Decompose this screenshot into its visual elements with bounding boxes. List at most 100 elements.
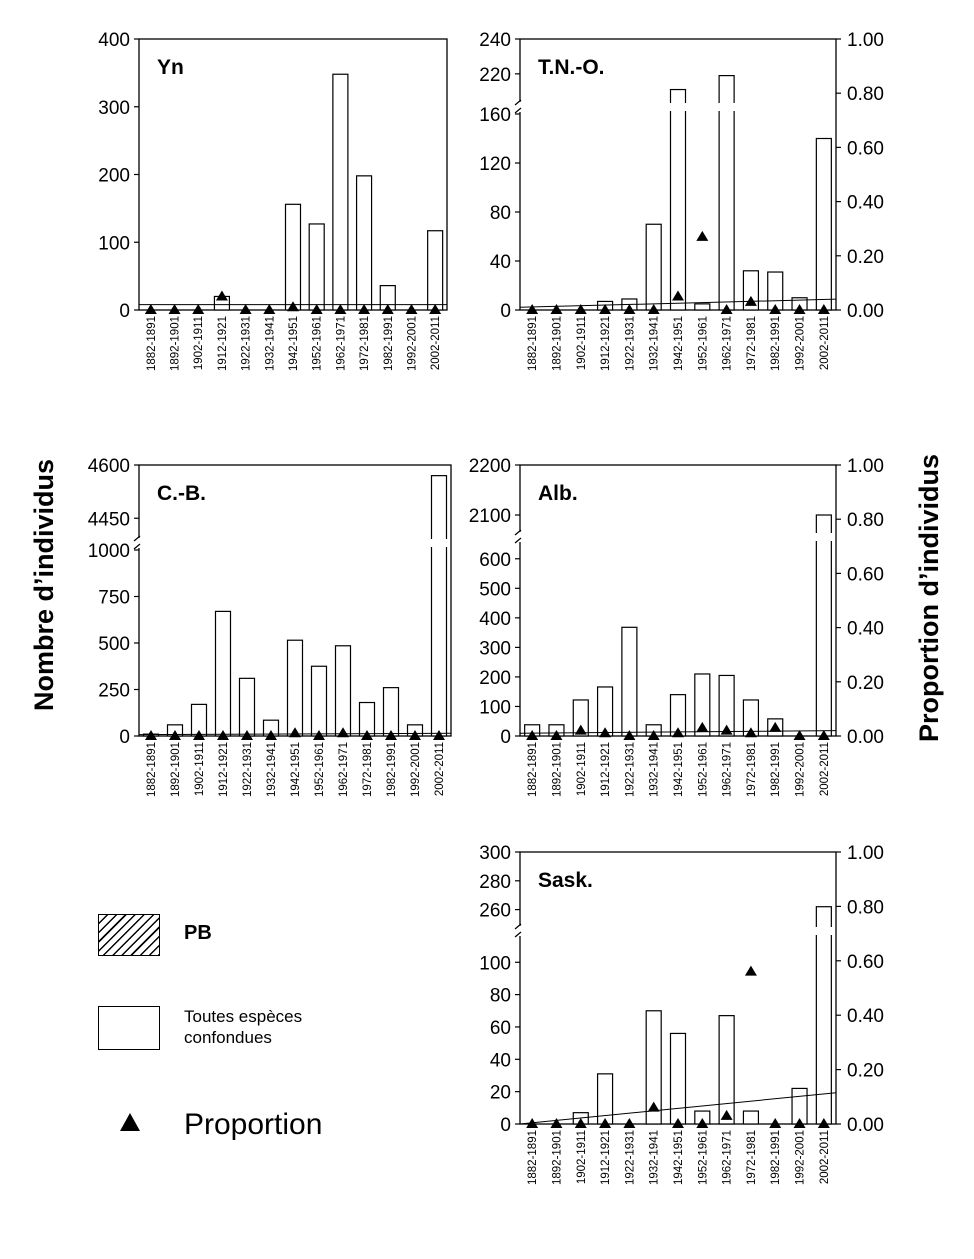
bar — [286, 639, 304, 737]
right-tick-label: 0.80 — [847, 84, 884, 105]
x-tick-label: 1882-1891 — [146, 316, 158, 371]
x-tick-label: 1922-1931 — [624, 1130, 636, 1185]
chart-panel-3: C.-B. 0 250 500 750 1000 4450 4600 1882-1891 1892… — [88, 456, 452, 797]
y-tick-label: 240 — [479, 30, 511, 51]
bar — [572, 699, 589, 737]
axis-break-mark — [514, 529, 522, 544]
proportion-marker — [574, 724, 587, 735]
y-tick-label: 80 — [490, 986, 511, 1007]
bar — [645, 1010, 662, 1125]
proportion-marker — [744, 727, 757, 738]
x-tick-label: 1932-1941 — [649, 742, 661, 797]
right-tick-label: 1.00 — [847, 30, 884, 51]
panel-title: C.-B. — [157, 482, 206, 505]
proportion-marker — [696, 721, 709, 732]
proportion-marker — [433, 730, 445, 740]
proportion-marker — [215, 290, 228, 301]
proportion-marker — [241, 730, 253, 740]
proportion-marker — [720, 304, 733, 314]
x-tick-label: 1992-2001 — [795, 316, 807, 371]
proportion-marker — [623, 304, 636, 314]
x-tick-label: 1962-1971 — [722, 742, 734, 797]
bar — [427, 230, 444, 311]
bar — [284, 203, 302, 311]
x-tick-label: 1922-1931 — [242, 742, 254, 797]
proportion-marker — [623, 1118, 636, 1128]
proportion-marker — [769, 1118, 782, 1128]
bar-break-gap — [669, 103, 687, 111]
proportion-marker — [193, 730, 205, 740]
bar — [214, 610, 232, 737]
right-tick-label: 0.80 — [847, 510, 884, 531]
x-tick-label: 1942-1951 — [288, 316, 300, 371]
bar-break-gap — [815, 927, 833, 935]
x-tick-label: 1882-1891 — [146, 742, 158, 797]
x-tick-label: 1942-1951 — [673, 1130, 685, 1185]
proportion-marker — [696, 1118, 709, 1128]
proportion-marker — [405, 304, 418, 314]
bar — [332, 73, 349, 311]
proportion-marker — [381, 304, 394, 314]
right-tick-label: 0.40 — [847, 619, 884, 640]
y-tick-label: 0 — [500, 301, 511, 322]
legend-proportion-label: Proportion — [184, 1108, 323, 1141]
proportion-marker — [144, 304, 157, 314]
y-tick-label: 160 — [479, 105, 511, 126]
x-tick-label: 1992-2001 — [795, 1130, 807, 1185]
y-tick-label: 0 — [500, 727, 511, 748]
bar — [815, 137, 832, 311]
x-tick-label: 1892-1901 — [551, 1130, 563, 1185]
proportion-marker — [599, 727, 612, 738]
x-tick-label: 1902-1911 — [576, 742, 588, 796]
proportion-marker — [720, 724, 733, 735]
bar — [310, 665, 328, 737]
x-tick-label: 1932-1941 — [649, 1130, 661, 1185]
proportion-marker — [599, 1118, 612, 1128]
proportion-marker — [599, 304, 612, 314]
proportion-marker — [647, 730, 660, 740]
proportion-marker — [793, 304, 806, 314]
panel-title: Alb. — [538, 482, 578, 505]
proportion-marker — [623, 730, 636, 740]
y-tick-label: 220 — [479, 65, 511, 86]
bar — [238, 677, 256, 737]
bar — [694, 673, 711, 737]
proportion-marker — [313, 730, 325, 740]
proportion-marker — [192, 304, 205, 314]
x-tick-label: 2002-2011 — [819, 1130, 831, 1184]
x-tick-label: 1972-1981 — [362, 742, 374, 797]
proportion-marker — [574, 304, 587, 314]
x-tick-label: 1972-1981 — [746, 742, 758, 797]
bar — [308, 223, 325, 311]
proportion-marker — [672, 727, 684, 738]
x-tick-label: 1902-1911 — [193, 316, 205, 370]
bar — [742, 270, 760, 311]
x-tick-label: 1952-1961 — [314, 742, 326, 797]
axis-break-mark — [514, 99, 522, 114]
proportion-marker — [647, 304, 660, 314]
x-tick-label: 1982-1991 — [770, 316, 782, 371]
axis-break-mark — [514, 923, 522, 938]
x-tick-label: 1932-1941 — [264, 316, 276, 371]
proportion-marker — [239, 304, 252, 314]
proportion-marker — [769, 721, 782, 732]
bar — [355, 175, 373, 311]
x-tick-label: 1912-1921 — [600, 1130, 612, 1185]
proportion-marker — [337, 727, 349, 738]
x-tick-label: 1982-1991 — [386, 742, 398, 797]
proportion-marker — [793, 730, 806, 740]
proportion-marker — [550, 1118, 563, 1128]
axis-break-gap — [516, 926, 524, 936]
proportion-marker — [744, 295, 757, 306]
y-tick-label: 300 — [479, 843, 511, 864]
proportion-marker — [263, 304, 276, 314]
triangle-icon — [120, 1113, 140, 1131]
trend-line — [519, 1092, 837, 1125]
right-tick-label: 0.20 — [847, 247, 884, 268]
x-tick-label: 1972-1981 — [359, 316, 371, 371]
x-tick-label: 1992-2001 — [406, 316, 418, 371]
proportion-marker — [361, 730, 373, 740]
proportion-marker — [672, 290, 684, 301]
proportion-marker — [817, 730, 830, 740]
